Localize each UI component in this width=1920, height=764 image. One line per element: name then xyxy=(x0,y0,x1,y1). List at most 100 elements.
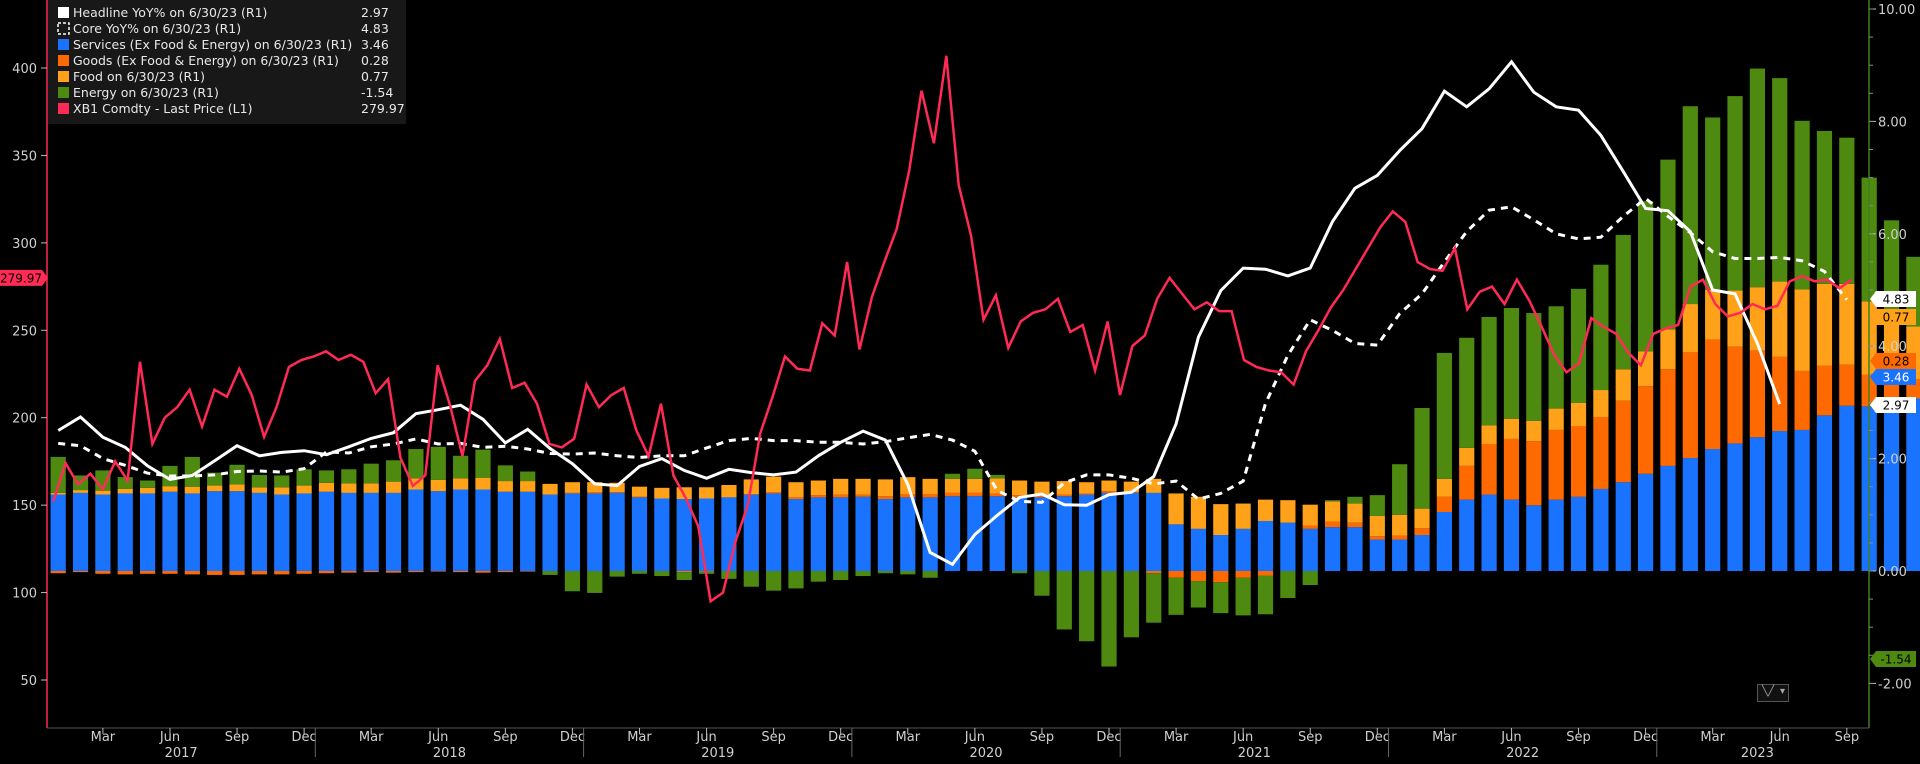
services-bar xyxy=(296,493,312,571)
services-bar xyxy=(207,491,223,571)
services-bar xyxy=(631,497,648,571)
energy-bar xyxy=(989,474,1005,479)
goods-bar xyxy=(475,571,491,573)
services-bar xyxy=(833,497,849,571)
tag-bg xyxy=(1870,353,1916,369)
goods-bar xyxy=(1548,429,1564,500)
energy-bar xyxy=(341,469,357,484)
energy-bar xyxy=(363,463,379,484)
value-tags: 279.97 4.83 0.77 0.28 3.46 2.97 -1.54 xyxy=(0,269,1916,667)
goods-bar xyxy=(1682,352,1698,459)
year-label: 2018 xyxy=(433,746,466,761)
energy-bar xyxy=(1660,159,1676,330)
year-label: 2023 xyxy=(1741,746,1774,761)
goods-bar xyxy=(1056,494,1072,497)
goods-bar xyxy=(1615,400,1631,483)
food-bar xyxy=(229,484,245,492)
energy-bar xyxy=(1593,264,1609,391)
goods-bar xyxy=(117,571,133,575)
food-bar xyxy=(788,482,804,498)
month-label: Sep xyxy=(1030,730,1055,745)
left-tick-label: 400 xyxy=(12,62,37,77)
services-bar xyxy=(944,496,961,571)
energy-bar xyxy=(855,571,871,577)
food-bar xyxy=(72,490,89,493)
line-chart-icon: ╲╱ xyxy=(1762,686,1775,697)
energy-bar xyxy=(117,477,133,489)
month-label: Mar xyxy=(627,730,652,745)
right-tick-label: 6.00 xyxy=(1878,228,1907,243)
energy-bar xyxy=(788,571,804,589)
services-bar xyxy=(1839,405,1855,571)
goods-bar xyxy=(1414,528,1430,536)
energy-bar xyxy=(833,571,849,580)
goods-bar xyxy=(967,492,983,497)
month-label: Jun xyxy=(1769,730,1790,745)
food-bar xyxy=(520,481,536,492)
tag-bg xyxy=(0,269,48,286)
legend-box xyxy=(48,0,406,124)
services-bar xyxy=(698,498,715,571)
food-bar xyxy=(944,478,961,493)
month-label: Jun xyxy=(159,730,180,745)
goods-bar xyxy=(1392,535,1408,540)
right-tick-label: 2.00 xyxy=(1878,453,1907,468)
services-bar xyxy=(766,493,782,571)
food-bar xyxy=(1235,503,1251,529)
goods-bar xyxy=(363,571,379,573)
services-bar xyxy=(810,497,826,571)
legend-value: 0.28 xyxy=(361,53,389,68)
goods-bar xyxy=(1257,571,1274,576)
energy-bar xyxy=(1839,137,1855,284)
goods-bar xyxy=(810,495,826,498)
goods-bar xyxy=(564,492,581,494)
food-bar xyxy=(207,485,223,492)
services-bar xyxy=(989,496,1005,571)
goods-bar xyxy=(1727,346,1743,444)
food-bar xyxy=(1839,283,1855,365)
energy-bar xyxy=(1302,571,1318,586)
services-bar xyxy=(475,489,491,571)
food-bar xyxy=(1459,447,1475,466)
food-bar xyxy=(1816,283,1833,366)
energy-bar xyxy=(587,571,603,593)
month-label: Jun xyxy=(427,730,448,745)
chart-type-toggle-icon[interactable]: ╲╱ ▾ xyxy=(1757,684,1789,702)
energy-bar xyxy=(1794,120,1810,290)
services-bar xyxy=(1123,492,1139,571)
goods-bar xyxy=(95,571,111,574)
goods-bar xyxy=(1347,522,1363,528)
services-bar xyxy=(1034,497,1050,571)
energy-bar xyxy=(1056,571,1072,630)
food-bar xyxy=(1257,499,1274,521)
legend-label: Energy on 6/30/23 (R1) xyxy=(73,85,219,100)
services-bar xyxy=(1079,494,1095,571)
food-bar xyxy=(430,479,446,492)
services-bar xyxy=(900,497,916,571)
services-bar xyxy=(1369,539,1385,571)
goods-bar xyxy=(296,571,312,574)
goods-bar xyxy=(676,571,692,573)
services-bar xyxy=(1302,528,1318,571)
energy-bar xyxy=(810,571,826,582)
food-bar xyxy=(453,478,469,490)
food-bar xyxy=(1034,481,1050,496)
services-bar xyxy=(497,491,513,571)
food-bar xyxy=(631,486,648,497)
goods-bar xyxy=(1481,443,1497,495)
food-bar xyxy=(1213,504,1229,536)
headline-line xyxy=(57,59,1782,567)
energy-bar xyxy=(877,571,894,574)
services-bar xyxy=(542,494,558,571)
tag-label: 2.97 xyxy=(1883,399,1910,413)
energy-bar xyxy=(1347,496,1363,504)
services-bar xyxy=(184,493,200,571)
energy-bar xyxy=(1034,571,1050,596)
goods-bar xyxy=(430,571,446,572)
food-bar xyxy=(251,487,268,493)
energy-bar xyxy=(900,571,916,575)
energy-bar xyxy=(967,468,983,479)
goods-bar xyxy=(140,571,156,574)
year-label: 2022 xyxy=(1506,746,1539,761)
services-bar xyxy=(1235,528,1251,571)
